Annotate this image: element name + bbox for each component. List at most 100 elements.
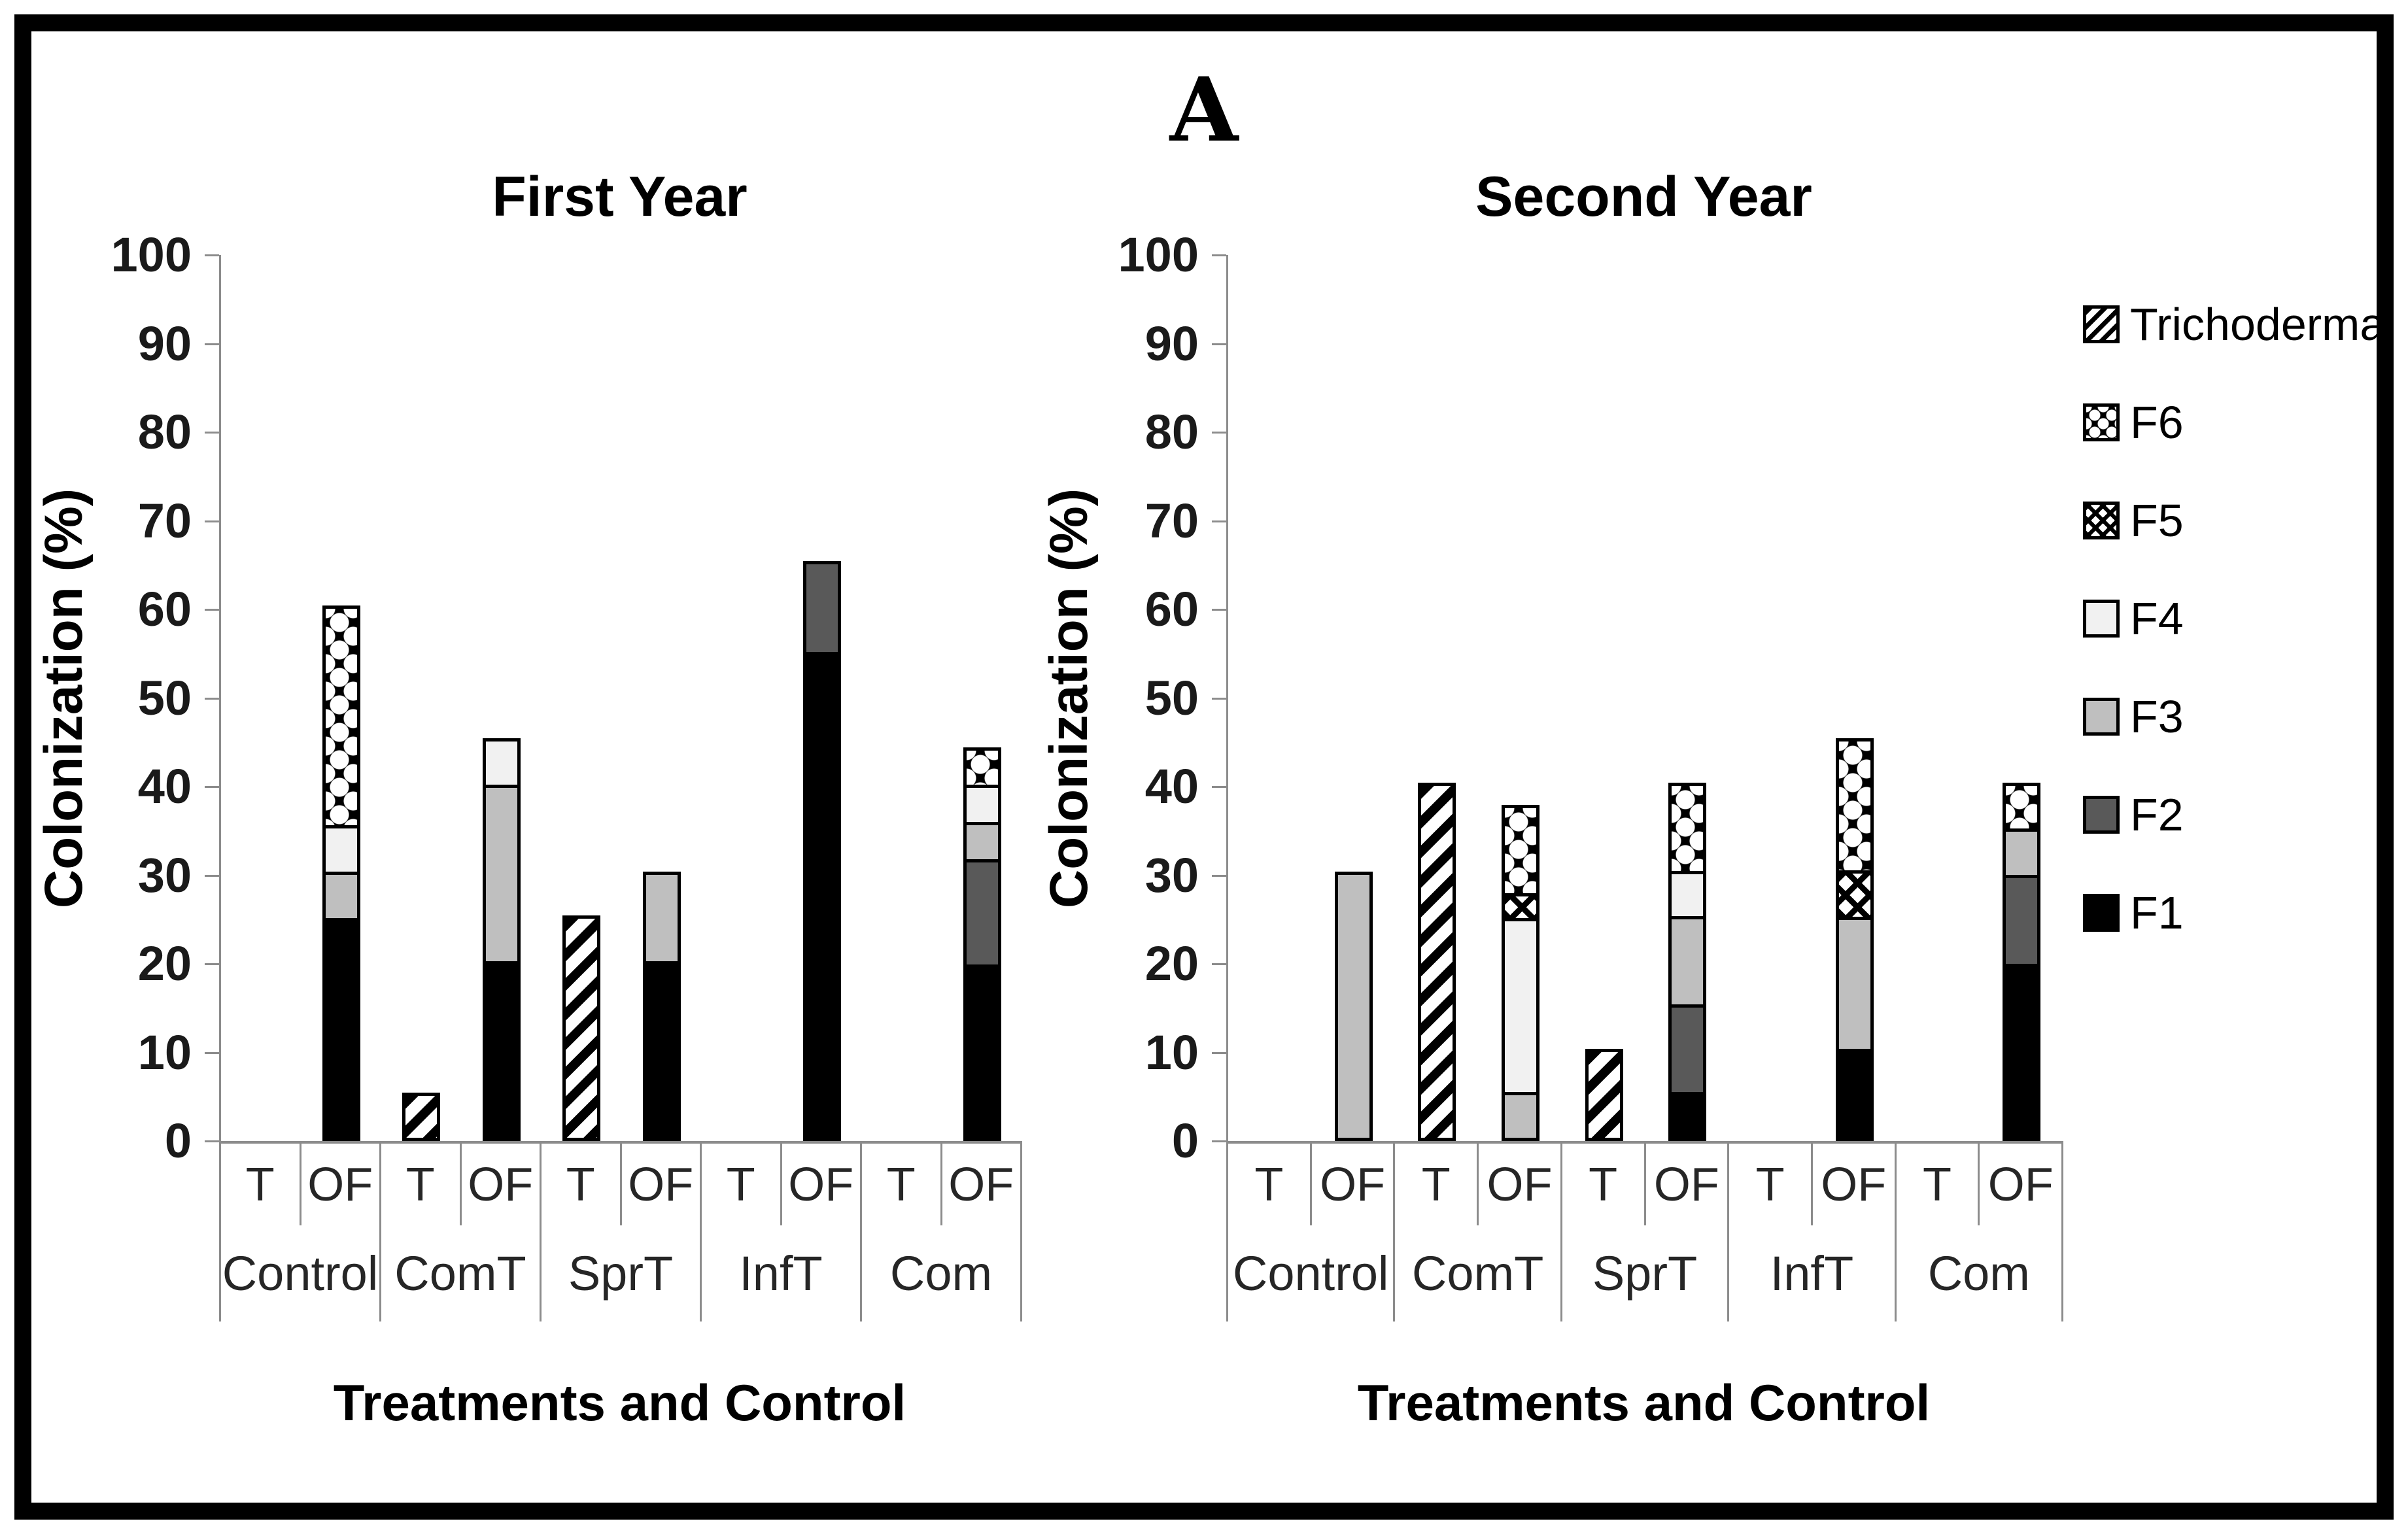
sub-label-of: OF (299, 1144, 380, 1225)
sub-label-row: T OF (1897, 1144, 2061, 1225)
group-label-inft: InfT (1770, 1246, 1854, 1301)
y-tick-mark (205, 963, 219, 965)
legend-swatch-f5 (2083, 502, 2120, 539)
segment-f1 (966, 964, 998, 1138)
segment-f4 (485, 741, 517, 785)
x-group-comt: T OF ComT (379, 1144, 540, 1321)
segment-f3 (485, 785, 517, 962)
y-tick-label: 30 (1144, 847, 1199, 902)
group-label-sprt: SprT (1592, 1246, 1698, 1301)
chart-title-second-year: Second Year (1475, 165, 1812, 228)
segment-f6 (1838, 741, 1870, 871)
segment-trichoderma (566, 919, 598, 1138)
y-tick-mark (205, 254, 219, 256)
x-axis-title-first-year: Treatments and Control (333, 1374, 906, 1431)
bar-com-of (963, 747, 1001, 1141)
bar-sprt-of (1668, 783, 1707, 1141)
x-group-inft: T OF InfT (700, 1144, 860, 1321)
segment-f1 (485, 961, 517, 1138)
segment-f2 (806, 564, 838, 653)
y-tick-label: 80 (137, 405, 192, 459)
x-group-comt: T OF ComT (1393, 1144, 1560, 1321)
bar-slot-com-t (862, 255, 942, 1141)
sub-label-t: T (1254, 1158, 1284, 1211)
segment-f5 (1504, 893, 1536, 918)
bar-com-of (2003, 783, 2041, 1141)
segment-f4 (1672, 870, 1704, 917)
bar-sprt-of (642, 871, 681, 1141)
sub-label-of: OF (1309, 1144, 1394, 1225)
segment-f1 (645, 961, 678, 1138)
group-label-control: Control (222, 1246, 379, 1301)
y-tick-mark (205, 432, 219, 434)
legend-label-f1: F1 (2130, 887, 2184, 938)
y-tick-label: 0 (164, 1114, 192, 1168)
sub-label-of: OF (1477, 1144, 1560, 1225)
plot-area-second-year: 0 10 20 30 40 50 60 70 80 90 100 (1118, 228, 2063, 1168)
legend-label-trichoderma: Trichoderma (2130, 299, 2386, 350)
segment-f3 (1337, 874, 1369, 1138)
segment-f6 (1504, 808, 1536, 894)
group-label-control: Control (1232, 1246, 1389, 1301)
y-tick-mark (205, 874, 219, 877)
sub-label-row: T OF (381, 1144, 540, 1225)
y-tick-label: 60 (1144, 582, 1199, 636)
bar-slot-control-of (1312, 255, 1396, 1141)
x-group-sprt: T OF SprT (540, 1144, 700, 1321)
sub-label-t: T (1755, 1158, 1785, 1211)
bar-comt-of (1501, 804, 1539, 1141)
segment-f1 (325, 918, 357, 1138)
x-group-sprt: T OF SprT (1560, 1144, 1727, 1321)
bars-container (1228, 255, 2063, 1141)
y-tick-mark (205, 786, 219, 788)
y-tick-mark (1212, 874, 1226, 877)
bar-slot-comt-t (381, 255, 462, 1141)
bar-slot-comt-of (1479, 255, 1562, 1141)
bar-slot-comt-t (1395, 255, 1479, 1141)
bar-slot-com-of (942, 255, 1023, 1141)
segment-f3 (1504, 1091, 1536, 1138)
sub-label-row: T OF (862, 1144, 1020, 1225)
y-tick-mark (205, 697, 219, 700)
bar-sprt-t (562, 915, 601, 1141)
y-tick-mark (205, 609, 219, 611)
y-tick-label: 30 (137, 847, 192, 902)
segment-f6 (966, 750, 998, 785)
legend-label-f5: F5 (2130, 495, 2184, 546)
y-tick-label: 70 (1144, 493, 1199, 548)
y-tick-label: 100 (111, 228, 192, 282)
segment-f4 (966, 784, 998, 822)
bar-comt-of (482, 738, 521, 1141)
bar-sprt-t (1585, 1048, 1623, 1141)
legend-item-f5: F5 (2083, 489, 2385, 552)
bar-slot-sprt-of (1646, 255, 1730, 1141)
legend-item-f6: F6 (2083, 391, 2385, 454)
y-tick-mark (1212, 1051, 1226, 1054)
group-label-com: Com (889, 1246, 993, 1301)
sub-label-of: OF (459, 1144, 540, 1225)
y-tick-label: 80 (1144, 405, 1199, 459)
y-tick-mark (205, 1051, 219, 1054)
x-axis-labels-second-year: T OF Control T OF ComT T OF SprT T OF InfT T OF Com (1226, 1144, 2064, 1321)
x-axis-labels-first-year: T OF Control T OF ComT T OF SprT T OF InfT T OF Com (219, 1144, 1022, 1321)
group-label-comt: ComT (394, 1246, 526, 1301)
legend-swatch-f4 (2083, 600, 2120, 638)
group-label-com: Com (1927, 1246, 2030, 1301)
y-tick-label: 50 (137, 670, 192, 725)
sub-label-t: T (1922, 1158, 1952, 1211)
legend-item-f1: F1 (2083, 881, 2385, 944)
legend-swatch-f2 (2083, 796, 2120, 834)
bar-slot-control-of (301, 255, 382, 1141)
sub-label-t: T (566, 1158, 595, 1211)
chart-title-first-year: First Year (492, 165, 748, 228)
legend-item-f4: F4 (2083, 587, 2385, 650)
bars-container (221, 255, 1022, 1141)
group-label-inft: InfT (739, 1246, 823, 1301)
bar-slot-inft-t (702, 255, 782, 1141)
y-tick-mark (1212, 786, 1226, 788)
y-tick-mark (1212, 697, 1226, 700)
y-tick-label: 90 (137, 316, 192, 371)
legend-swatch-trichoderma (2083, 305, 2120, 343)
y-tick-mark (1212, 432, 1226, 434)
bar-slot-inft-of (782, 255, 863, 1141)
